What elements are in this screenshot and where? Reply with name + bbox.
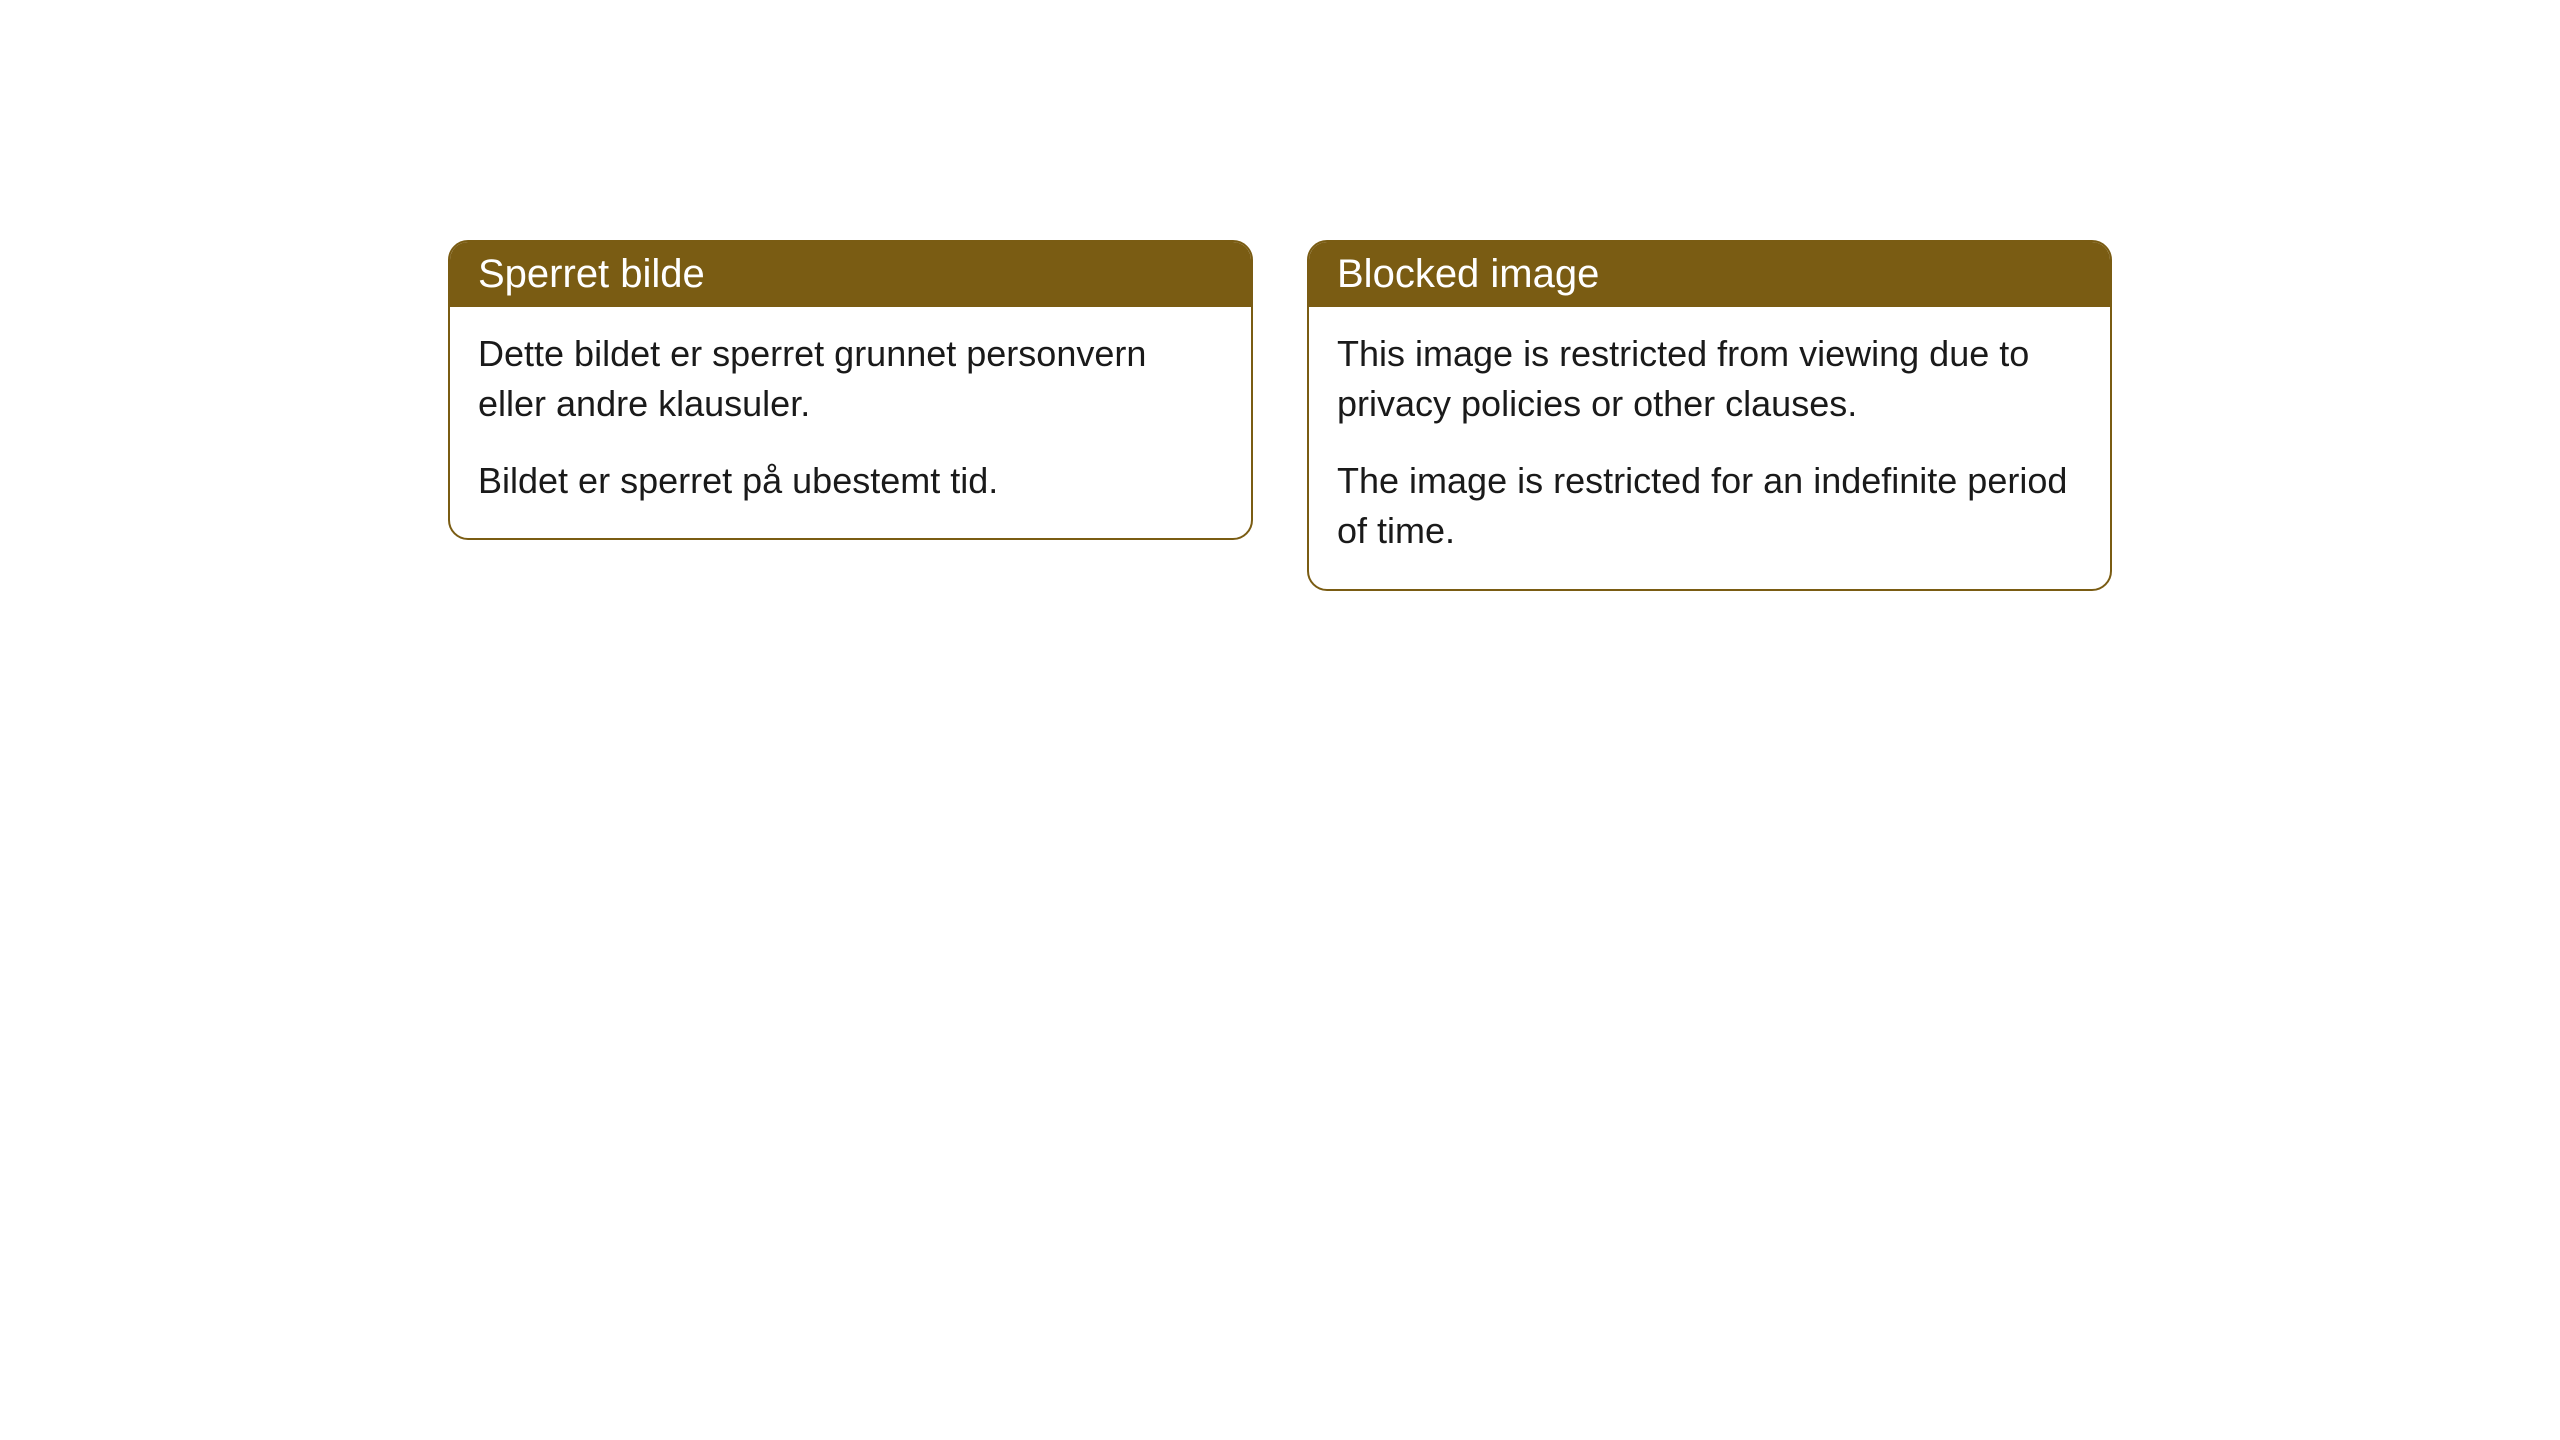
card-paragraph2-norwegian: Bildet er sperret på ubestemt tid. <box>478 456 1223 506</box>
card-norwegian: Sperret bilde Dette bildet er sperret gr… <box>448 240 1253 540</box>
card-title-english: Blocked image <box>1337 252 1599 296</box>
card-paragraph2-english: The image is restricted for an indefinit… <box>1337 456 2082 557</box>
card-english: Blocked image This image is restricted f… <box>1307 240 2112 591</box>
card-paragraph1-norwegian: Dette bildet er sperret grunnet personve… <box>478 329 1223 430</box>
card-body-norwegian: Dette bildet er sperret grunnet personve… <box>450 307 1251 538</box>
card-title-norwegian: Sperret bilde <box>478 252 705 296</box>
card-body-english: This image is restricted from viewing du… <box>1309 307 2110 589</box>
card-header-norwegian: Sperret bilde <box>450 242 1251 307</box>
card-paragraph1-english: This image is restricted from viewing du… <box>1337 329 2082 430</box>
cards-container: Sperret bilde Dette bildet er sperret gr… <box>448 240 2112 1440</box>
card-header-english: Blocked image <box>1309 242 2110 307</box>
